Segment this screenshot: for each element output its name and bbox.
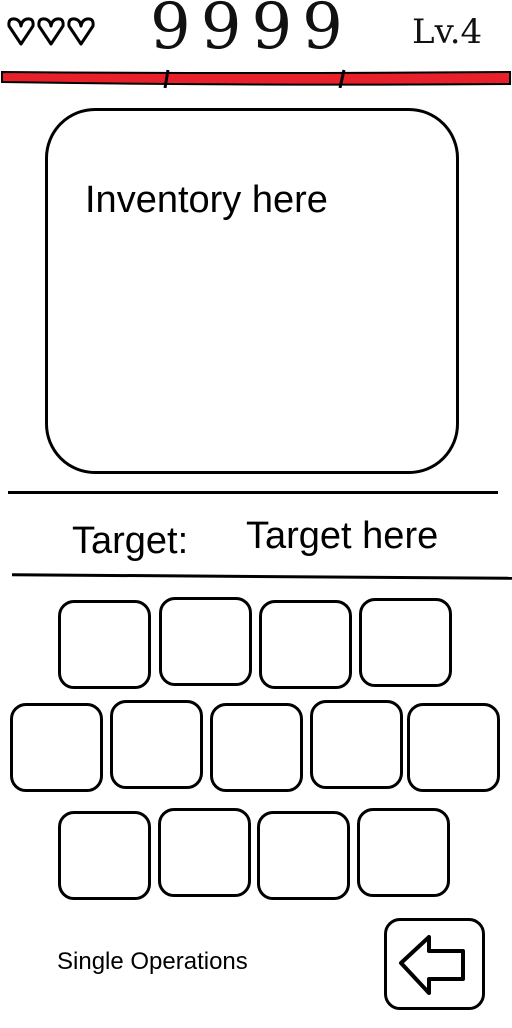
key-button[interactable]	[10, 703, 103, 792]
key-button[interactable]	[110, 700, 203, 789]
heart-icon	[7, 17, 35, 46]
heart-icon	[67, 17, 95, 46]
health-bar-fill	[1, 70, 511, 86]
score-counter: 9999	[150, 0, 353, 64]
lives-display	[6, 14, 106, 50]
key-button[interactable]	[210, 703, 303, 792]
back-button[interactable]	[384, 918, 485, 1010]
inventory-panel[interactable]: Inventory here	[45, 108, 459, 474]
key-button[interactable]	[357, 808, 450, 897]
key-button[interactable]	[407, 703, 500, 792]
level-indicator: Lv.4	[412, 12, 483, 52]
key-button[interactable]	[359, 598, 452, 687]
mode-label: Single Operations	[57, 948, 248, 975]
target-label: Target:	[72, 520, 189, 562]
key-button[interactable]	[257, 811, 350, 900]
health-bar-segment	[163, 69, 170, 88]
heart-icon	[37, 17, 65, 46]
key-button[interactable]	[58, 811, 151, 900]
health-bar	[1, 69, 511, 88]
key-button[interactable]	[259, 600, 352, 689]
key-button[interactable]	[310, 700, 403, 789]
target-value: Target here	[246, 515, 439, 557]
divider-top	[8, 491, 498, 494]
key-button[interactable]	[58, 600, 151, 689]
key-button[interactable]	[159, 597, 252, 686]
health-bar-segment	[338, 69, 346, 88]
key-button[interactable]	[158, 808, 251, 897]
left-arrow-icon	[399, 935, 465, 995]
inventory-label: Inventory here	[85, 179, 328, 221]
hud: 9999 Lv.4	[0, 0, 512, 66]
divider-bottom	[11, 573, 512, 580]
